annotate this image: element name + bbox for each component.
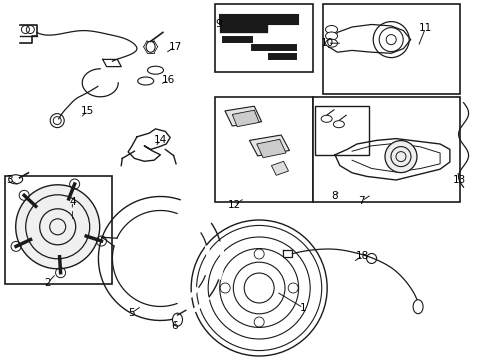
- Text: 14: 14: [153, 135, 167, 145]
- Text: 4: 4: [69, 197, 76, 207]
- Ellipse shape: [9, 175, 22, 184]
- Polygon shape: [224, 106, 261, 126]
- Circle shape: [384, 141, 416, 172]
- Text: 2: 2: [44, 278, 51, 288]
- Bar: [215, 4, 312, 72]
- Text: 10: 10: [321, 38, 333, 48]
- Text: 11: 11: [418, 23, 431, 33]
- Ellipse shape: [138, 77, 153, 85]
- Text: 13: 13: [452, 175, 466, 185]
- Ellipse shape: [325, 32, 337, 40]
- Bar: [312, 97, 459, 202]
- Text: 8: 8: [331, 191, 338, 201]
- Text: 18: 18: [355, 251, 369, 261]
- Text: 16: 16: [162, 75, 175, 85]
- Text: 9: 9: [215, 19, 222, 29]
- Circle shape: [16, 185, 100, 269]
- Bar: [315, 106, 368, 155]
- Polygon shape: [271, 161, 288, 175]
- Text: 12: 12: [227, 200, 241, 210]
- Ellipse shape: [325, 26, 337, 33]
- Text: 1: 1: [299, 303, 306, 313]
- Ellipse shape: [333, 121, 344, 128]
- Polygon shape: [256, 139, 285, 158]
- Ellipse shape: [412, 300, 422, 314]
- Ellipse shape: [147, 66, 163, 74]
- Bar: [322, 4, 459, 94]
- Bar: [5, 176, 112, 284]
- Polygon shape: [232, 110, 259, 127]
- Bar: [215, 97, 312, 202]
- Text: 3: 3: [6, 175, 13, 185]
- Text: 15: 15: [80, 106, 94, 116]
- Ellipse shape: [172, 313, 182, 326]
- Text: 5: 5: [127, 308, 134, 318]
- Text: 7: 7: [358, 196, 365, 206]
- Ellipse shape: [321, 115, 331, 122]
- Ellipse shape: [146, 41, 155, 52]
- Text: 17: 17: [168, 42, 182, 52]
- Polygon shape: [249, 135, 289, 156]
- Ellipse shape: [325, 39, 337, 47]
- Text: 6: 6: [171, 321, 178, 331]
